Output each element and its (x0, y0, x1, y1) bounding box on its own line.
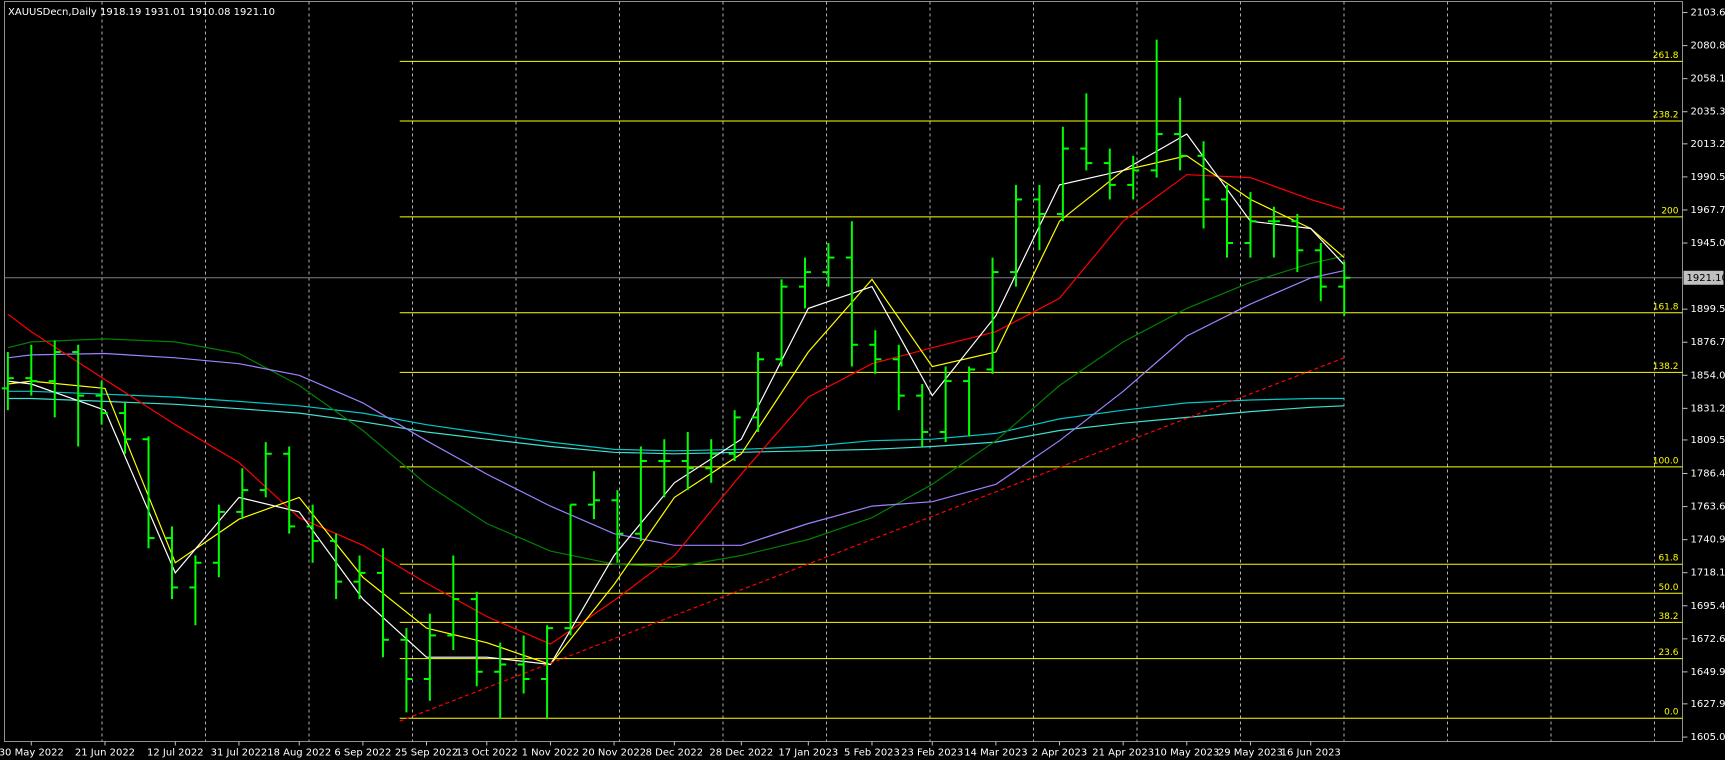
y-tick-label: 1605.05 (1691, 732, 1725, 743)
y-tick-label: 2080.85 (1691, 41, 1725, 52)
y-tick-label: 2013.25 (1691, 139, 1725, 150)
x-tick-label: 29 May 2023 (1218, 748, 1283, 759)
y-tick-label: 1945.00 (1691, 238, 1725, 249)
fib-label: 138.2 (1653, 362, 1679, 372)
trend-line (399, 357, 1345, 722)
x-tick-label: 31 Jul 2022 (211, 748, 268, 759)
moving-average (7, 174, 1345, 645)
plot-area: 261.8 238.2 200 161.8 138.2 100.0 61.8 50.0 38.2… (1, 39, 1683, 722)
y-tick-label: 1876.75 (1691, 337, 1725, 348)
x-tick-label: 21 Apr 2023 (1092, 748, 1154, 759)
y-tick-label: 1763.65 (1691, 502, 1725, 513)
y-tick-label: 1854.00 (1691, 370, 1725, 381)
fib-label: 38.2 (1658, 612, 1678, 622)
x-tick-label: 5 Feb 2023 (844, 748, 900, 759)
x-tick-label: 13 Oct 2022 (456, 748, 518, 759)
plot-frame (4, 1, 1683, 742)
x-tick-label: 21 Jun 2022 (75, 748, 135, 759)
fib-label: 100.0 (1653, 456, 1679, 466)
fib-label: 161.8 (1653, 302, 1679, 312)
x-tick-label: 10 May 2023 (1154, 748, 1219, 759)
moving-average (7, 133, 1345, 666)
x-tick-label: 16 Jun 2023 (1281, 748, 1341, 759)
x-tick-label: 1 Nov 2022 (522, 748, 580, 759)
x-tick-label: 6 Sep 2022 (334, 748, 391, 759)
fib-label: 50.0 (1658, 583, 1678, 593)
fib-label: 238.2 (1653, 110, 1679, 120)
x-tick-label: 8 Dec 2022 (646, 748, 704, 759)
y-tick-label: 2103.60 (1691, 8, 1725, 19)
x-tick-label: 20 Nov 2022 (582, 748, 646, 759)
current-price-label: 1921.10 (1687, 273, 1725, 284)
moving-average (7, 390, 1345, 452)
y-tick-label: 1809.50 (1691, 435, 1725, 446)
y-tick-label: 1718.15 (1691, 568, 1725, 579)
current-price-box (1683, 270, 1724, 285)
x-tick-label: 12 Jul 2022 (147, 748, 204, 759)
y-tick-label: 1831.25 (1691, 403, 1725, 414)
y-tick-label: 1786.40 (1691, 469, 1725, 480)
x-tick-label: 14 Mar 2023 (964, 748, 1027, 759)
moving-average (7, 270, 1345, 546)
x-tick-label: 2 Apr 2023 (1032, 748, 1087, 759)
y-tick-label: 1627.90 (1691, 699, 1725, 710)
chart-title: XAUUSDecn,Daily 1918.19 1931.01 1910.08 … (8, 7, 275, 18)
y-tick-label: 2035.35 (1691, 107, 1725, 118)
moving-average (7, 155, 1345, 666)
x-tick-label: 18 Aug 2022 (267, 748, 331, 759)
fib-label: 23.6 (1658, 648, 1678, 658)
x-tick-label: 23 Feb 2023 (901, 748, 963, 759)
y-tick-label: 1695.40 (1691, 601, 1725, 612)
y-tick-label: 1990.50 (1691, 172, 1725, 183)
y-tick-label: 1740.90 (1691, 535, 1725, 546)
fib-label: 61.8 (1658, 554, 1678, 564)
fib-label: 200 (1661, 206, 1678, 216)
y-tick-label: 2058.10 (1691, 74, 1725, 85)
x-tick-label: 17 Jan 2023 (778, 748, 838, 759)
moving-average (7, 255, 1345, 568)
x-tick-label: 30 May 2022 (0, 748, 64, 759)
y-tick-label: 1967.75 (1691, 205, 1725, 216)
x-tick-label: 25 Sep 2022 (395, 748, 458, 759)
y-tick-label: 1672.65 (1691, 634, 1725, 645)
y-tick-label: 1899.50 (1691, 304, 1725, 315)
x-tick-label: 28 Dec 2022 (709, 748, 773, 759)
moving-average (7, 397, 1345, 455)
fib-label: 0.0 (1664, 708, 1679, 718)
y-tick-label: 1649.90 (1691, 667, 1725, 678)
fib-label: 261.8 (1653, 51, 1679, 61)
